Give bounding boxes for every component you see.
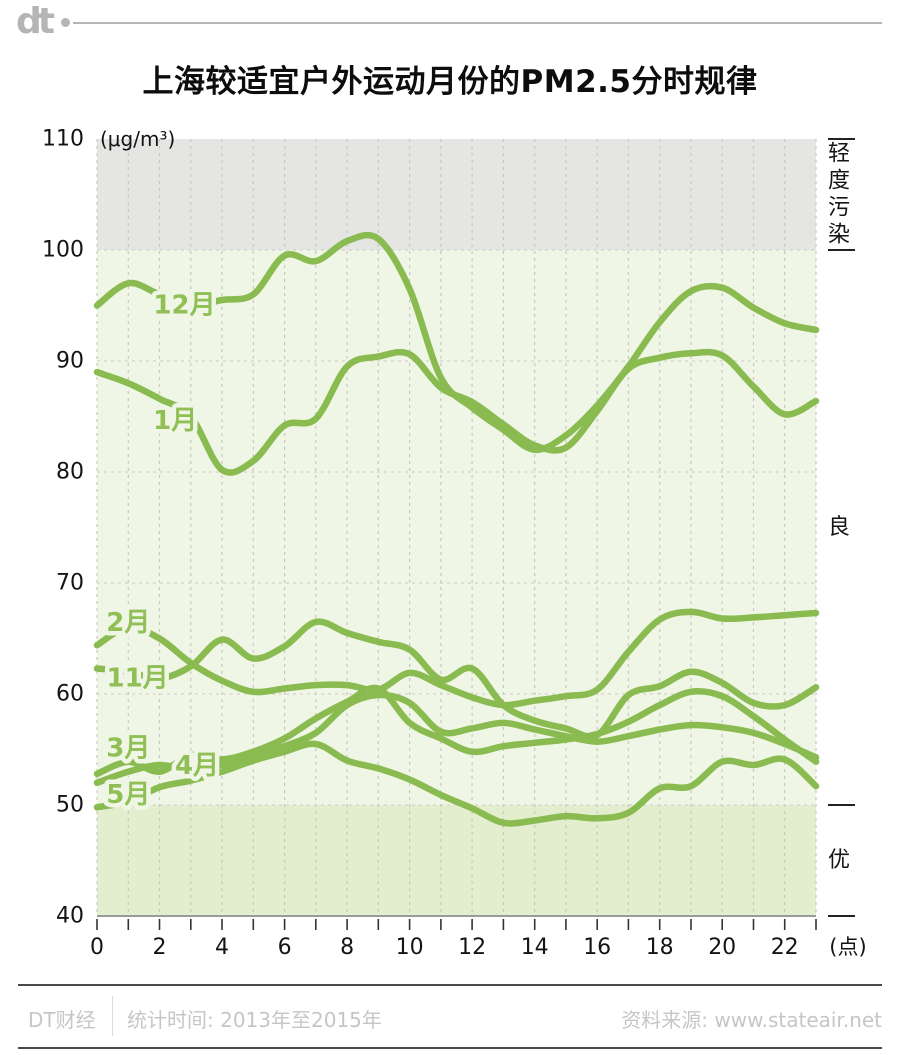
series-line-5月 bbox=[93, 740, 820, 827]
y-tick-label: 80 bbox=[56, 460, 84, 485]
zone-label-轻度污染: 染 bbox=[828, 223, 850, 248]
x-axis-unit-label: (点) bbox=[829, 935, 866, 959]
x-tick-label: 2 bbox=[153, 935, 167, 960]
series-label-12月: 12月 bbox=[153, 291, 215, 321]
y-tick-label: 70 bbox=[56, 571, 84, 596]
footer-source-link[interactable]: 资料来源: www.stateair.net bbox=[621, 1008, 882, 1032]
footer-rule-top bbox=[18, 984, 882, 986]
series-label-3月: 3月 bbox=[106, 733, 150, 763]
footer-rule-bottom bbox=[18, 1047, 882, 1049]
series-label-4月: 4月 bbox=[175, 751, 219, 781]
x-tick-label: 8 bbox=[340, 935, 354, 960]
footer-stats-period: 统计时间: 2013年至2015年 bbox=[127, 1008, 382, 1032]
footer-divider bbox=[112, 996, 113, 1036]
zone-label-轻度污染: 污 bbox=[828, 196, 850, 221]
zone-label-良: 良 bbox=[828, 515, 850, 540]
zone-label-优: 优 bbox=[828, 848, 850, 873]
zone-band-良 bbox=[97, 250, 816, 805]
chart-title: 上海较适宜户外运动月份的PM2.5分时规律 bbox=[142, 64, 758, 100]
series-line-4月 bbox=[93, 691, 820, 787]
zone-band-轻度污染 bbox=[97, 139, 816, 250]
y-tick-label: 40 bbox=[56, 904, 84, 929]
x-tick-label: 12 bbox=[458, 935, 486, 960]
series-line-11月 bbox=[93, 618, 820, 740]
dt-logo: dt bbox=[16, 1, 55, 42]
series-line-1月 bbox=[93, 348, 820, 476]
zone-band-优 bbox=[97, 805, 816, 916]
x-tick-label: 20 bbox=[708, 935, 736, 960]
series-label-11月: 11月 bbox=[107, 664, 169, 694]
y-tick-label: 50 bbox=[56, 793, 84, 818]
series-line-3月 bbox=[93, 684, 820, 778]
series-label-1月: 1月 bbox=[153, 406, 197, 436]
x-tick-label: 14 bbox=[521, 935, 549, 960]
series-label-5月: 5月 bbox=[106, 780, 150, 810]
series-label-2月: 2月 bbox=[106, 608, 150, 638]
series-line-2月 bbox=[93, 608, 820, 709]
logo-rule bbox=[73, 21, 882, 24]
x-tick-label: 16 bbox=[583, 935, 611, 960]
zone-label-轻度污染: 度 bbox=[828, 169, 850, 194]
x-tick-label: 18 bbox=[646, 935, 674, 960]
y-tick-label: 100 bbox=[42, 238, 84, 263]
x-tick-label: 10 bbox=[396, 935, 424, 960]
x-tick-label: 0 bbox=[90, 935, 104, 960]
y-tick-label: 90 bbox=[56, 349, 84, 374]
zone-label-轻度污染: 轻 bbox=[828, 142, 850, 167]
x-tick-label: 4 bbox=[215, 935, 229, 960]
footer-brand: DT财经 bbox=[28, 1008, 96, 1032]
logo-dot-icon bbox=[61, 18, 70, 27]
y-axis-unit-label: (μg/m³) bbox=[100, 127, 175, 151]
y-tick-label: 110 bbox=[42, 127, 84, 152]
x-tick-label: 22 bbox=[771, 935, 799, 960]
y-tick-label: 60 bbox=[56, 682, 84, 707]
x-tick-label: 6 bbox=[278, 935, 292, 960]
